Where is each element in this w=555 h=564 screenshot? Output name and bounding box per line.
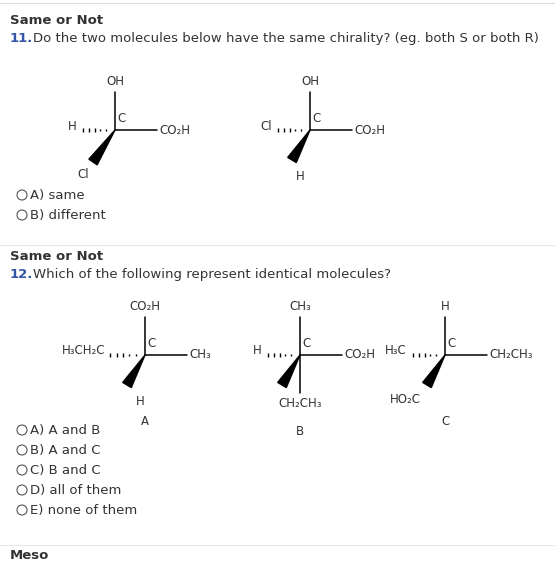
Text: C: C — [302, 337, 310, 350]
Text: Same or Not: Same or Not — [10, 14, 103, 27]
Text: H: H — [68, 120, 77, 133]
Polygon shape — [287, 130, 310, 162]
Text: CH₃: CH₃ — [289, 300, 311, 313]
Text: B) different: B) different — [30, 209, 106, 222]
Text: Cl: Cl — [77, 168, 89, 181]
Text: OH: OH — [301, 75, 319, 88]
Text: A) A and B: A) A and B — [30, 424, 100, 437]
Text: Meso: Meso — [10, 549, 49, 562]
Text: H: H — [253, 345, 262, 358]
Text: CO₂H: CO₂H — [129, 300, 160, 313]
Text: Do the two molecules below have the same chirality? (eg. both S or both R): Do the two molecules below have the same… — [33, 32, 539, 45]
Text: B) A and C: B) A and C — [30, 444, 100, 457]
Text: 12.: 12. — [10, 268, 33, 281]
Text: HO₂C: HO₂C — [390, 393, 421, 406]
Text: C: C — [312, 112, 320, 125]
Text: CH₂CH₃: CH₂CH₃ — [489, 349, 532, 362]
Text: OH: OH — [106, 75, 124, 88]
Text: CH₃: CH₃ — [189, 349, 211, 362]
Text: H₃C: H₃C — [385, 345, 407, 358]
Text: H: H — [441, 300, 450, 313]
Text: H: H — [135, 395, 144, 408]
Polygon shape — [89, 130, 115, 165]
Polygon shape — [123, 355, 145, 387]
Text: B: B — [296, 425, 304, 438]
Text: CO₂H: CO₂H — [344, 349, 375, 362]
Text: CO₂H: CO₂H — [354, 124, 385, 136]
Text: E) none of them: E) none of them — [30, 504, 137, 517]
Text: C: C — [447, 337, 455, 350]
Text: Same or Not: Same or Not — [10, 250, 103, 263]
Text: H: H — [296, 170, 304, 183]
Text: C) B and C: C) B and C — [30, 464, 100, 477]
Text: C: C — [147, 337, 155, 350]
Text: CO₂H: CO₂H — [159, 124, 190, 136]
Text: C: C — [441, 415, 449, 428]
Text: C: C — [117, 112, 125, 125]
Polygon shape — [278, 355, 300, 387]
Text: Cl: Cl — [260, 120, 272, 133]
Text: A: A — [141, 415, 149, 428]
Text: CH₂CH₃: CH₂CH₃ — [278, 397, 322, 410]
Text: A) same: A) same — [30, 189, 84, 202]
Text: 11.: 11. — [10, 32, 33, 45]
Text: H₃CH₂C: H₃CH₂C — [62, 345, 105, 358]
Polygon shape — [423, 355, 445, 387]
Text: D) all of them: D) all of them — [30, 484, 122, 497]
Text: Which of the following represent identical molecules?: Which of the following represent identic… — [33, 268, 391, 281]
